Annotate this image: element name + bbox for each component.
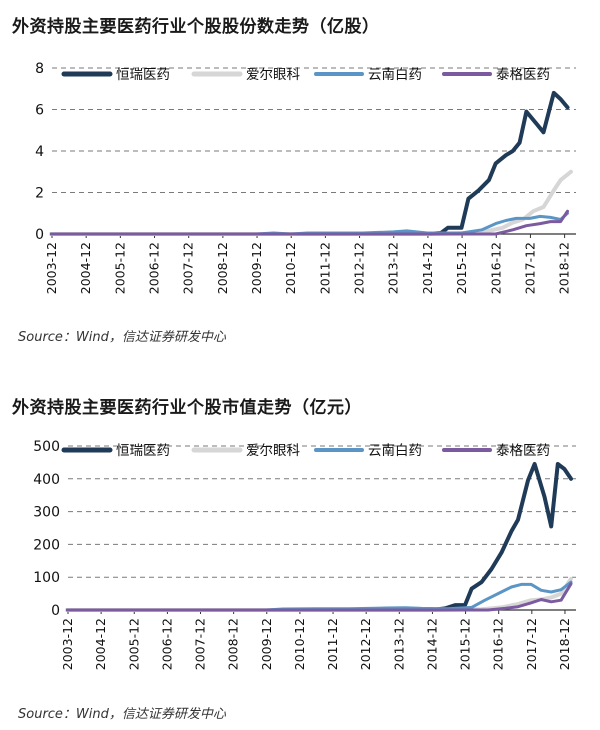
x-tick-label: 2009-12 <box>259 618 274 670</box>
y-tick-label: 2 <box>35 186 44 202</box>
chart-panel-market-value: 外资持股主要医药行业个股市值走势（亿元） 0 100 200 300 400 500 200… <box>0 365 600 730</box>
legend-label: 爱尔眼科 <box>246 67 300 83</box>
y-tick-label: 0 <box>35 227 44 243</box>
x-tick-label: 2003-12 <box>44 242 59 294</box>
x-tick-label: 2004-12 <box>93 618 108 670</box>
x-tick-label: 2007-12 <box>193 618 208 670</box>
x-tick-label: 2013-12 <box>386 242 401 294</box>
chart-title: 外资持股主要医药行业个股股份数走势（亿股） <box>12 17 380 37</box>
x-tick-label: 2010-12 <box>292 618 307 670</box>
series-line-4 <box>49 209 569 236</box>
x-tick-label: 2018-12 <box>557 618 572 670</box>
series-line-1 <box>65 462 573 612</box>
chart-market-value: 0 100 200 300 400 500 2003-12 2004-12 2005-12 200… <box>33 439 576 670</box>
x-tick-label: 2004-12 <box>78 242 93 294</box>
y-tick-label: 400 <box>33 472 60 488</box>
legend-label: 恒瑞医药 <box>116 67 170 83</box>
x-tick-label: 2005-12 <box>112 242 127 294</box>
chart-title: 外资持股主要医药行业个股市值走势（亿元） <box>12 398 362 418</box>
x-tick-label: 2015-12 <box>458 618 473 670</box>
x-tick-label: 2016-12 <box>491 618 506 670</box>
legend-label: 泰格医药 <box>496 443 550 459</box>
x-tick-label: 2011-12 <box>325 618 340 670</box>
y-tick-label: 0 <box>51 603 60 619</box>
chart-panel-shares: 外资持股主要医药行业个股股份数走势（亿股） 0 2 4 6 8 2003-12 2004-1… <box>12 17 576 345</box>
y-tick-label: 100 <box>33 570 60 586</box>
legend-label: 恒瑞医药 <box>116 443 170 459</box>
series-line-4 <box>65 582 573 612</box>
series-line-1 <box>49 90 570 236</box>
y-tick-label: 300 <box>33 505 60 521</box>
x-tick-label: 2010-12 <box>283 242 298 294</box>
y-tick-label: 8 <box>35 61 44 77</box>
y-tick-label: 6 <box>35 103 44 119</box>
y-tick-label: 500 <box>33 439 60 455</box>
legend-label: 云南白药 <box>368 443 422 459</box>
x-tick-label: 2007-12 <box>181 242 196 294</box>
x-tick-label: 2016-12 <box>488 242 503 294</box>
x-tick-label: 2006-12 <box>147 242 162 294</box>
source-note: Source：Wind，信达证券研发中心 <box>18 707 226 722</box>
x-tick-label: 2008-12 <box>226 618 241 670</box>
x-tick-label: 2013-12 <box>391 618 406 670</box>
x-tick-label: 2011-12 <box>317 242 332 294</box>
y-tick-label: 4 <box>35 144 44 160</box>
chart-shares: 0 2 4 6 8 2003-12 2004-12 2005-12 2006-12 2007-12… <box>35 61 576 294</box>
x-tick-label: 2006-12 <box>159 618 174 670</box>
x-tick-label: 2009-12 <box>249 242 264 294</box>
x-tick-label: 2014-12 <box>420 242 435 294</box>
x-tick-label: 2003-12 <box>60 618 75 670</box>
x-tick-label: 2012-12 <box>358 618 373 670</box>
x-tick-label: 2014-12 <box>424 618 439 670</box>
legend-label: 云南白药 <box>368 67 422 83</box>
x-tick-label: 2012-12 <box>352 242 367 294</box>
x-tick-label: 2017-12 <box>522 242 537 294</box>
x-tick-label: 2008-12 <box>215 242 230 294</box>
x-tick-label: 2015-12 <box>454 242 469 294</box>
x-tick-label: 2018-12 <box>557 242 572 294</box>
legend-label: 爱尔眼科 <box>246 443 300 459</box>
x-tick-label: 2005-12 <box>126 618 141 670</box>
source-note: Source：Wind，信达证券研发中心 <box>18 330 226 345</box>
series-line-3 <box>65 580 573 612</box>
y-tick-label: 200 <box>33 537 60 553</box>
x-tick-label: 2017-12 <box>524 618 539 670</box>
legend-label: 泰格医药 <box>496 67 550 83</box>
